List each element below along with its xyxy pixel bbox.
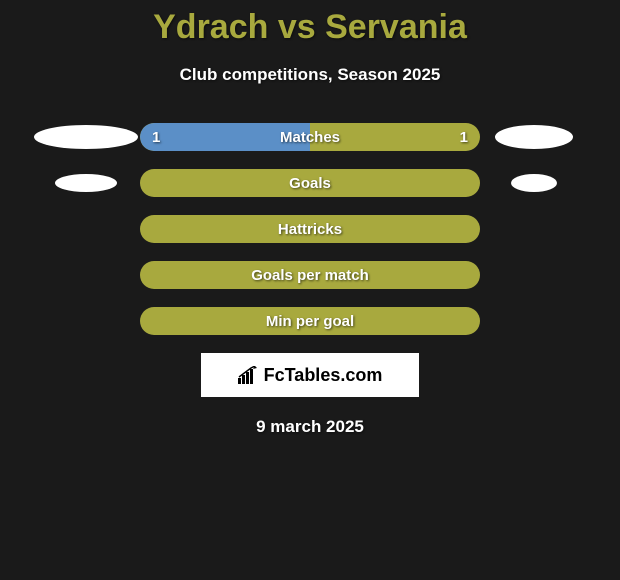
comparison-row: Goals <box>0 169 620 197</box>
right-ellipse-icon <box>511 174 557 192</box>
barchart-icon <box>238 366 260 384</box>
stat-bar: Goals per match <box>140 261 480 289</box>
stat-label: Hattricks <box>140 221 480 238</box>
logo: FcTables.com <box>238 365 383 386</box>
stat-bar: Goals <box>140 169 480 197</box>
right-ellipse-icon <box>495 125 573 149</box>
comparison-row: Hattricks <box>0 215 620 243</box>
logo-box: FcTables.com <box>201 353 419 397</box>
right-value: 1 <box>460 129 468 146</box>
subtitle: Club competitions, Season 2025 <box>0 65 620 85</box>
left-ellipse-icon <box>34 125 138 149</box>
stat-bar: Matches1 1 <box>140 123 480 151</box>
comparison-rows: Matches1 1 Goals Hattricks Goals per match Mi… <box>0 123 620 335</box>
logo-text: FcTables.com <box>264 365 383 386</box>
stat-label: Matches <box>140 129 480 146</box>
infographic-container: Ydrach vs Servania Club competitions, Se… <box>0 0 620 437</box>
stat-label: Goals <box>140 175 480 192</box>
right-badge-slot <box>480 125 588 149</box>
stat-bar: Hattricks <box>140 215 480 243</box>
page-title: Ydrach vs Servania <box>0 8 620 47</box>
right-badge-slot <box>480 174 588 192</box>
left-badge-slot <box>32 125 140 149</box>
left-badge-slot <box>32 174 140 192</box>
stat-label: Min per goal <box>140 313 480 330</box>
comparison-row: Matches1 1 <box>0 123 620 151</box>
comparison-row: Goals per match <box>0 261 620 289</box>
comparison-row: Min per goal <box>0 307 620 335</box>
left-ellipse-icon <box>55 174 117 192</box>
stat-label: Goals per match <box>140 267 480 284</box>
date-label: 9 march 2025 <box>0 417 620 437</box>
left-value: 1 <box>152 129 160 146</box>
stat-bar: Min per goal <box>140 307 480 335</box>
